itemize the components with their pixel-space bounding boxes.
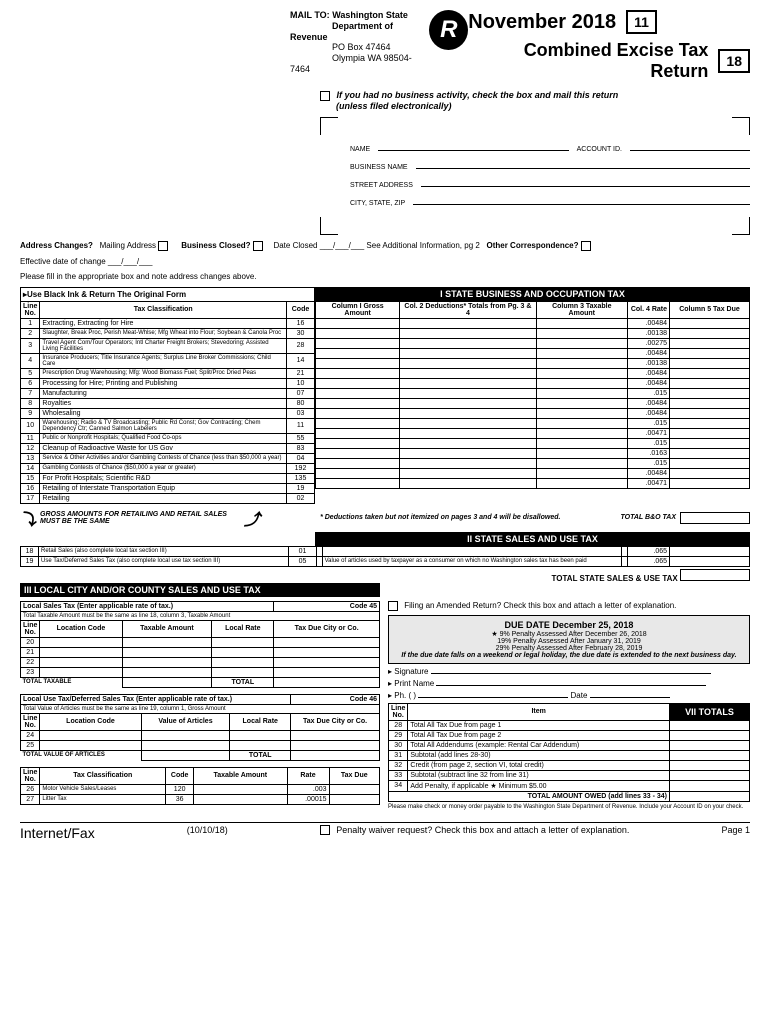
sig-label: ▸ Signature (388, 667, 428, 676)
address-block: NAME ACCOUNT ID. BUSINESS NAME STREET ADD… (350, 141, 750, 207)
form-title: Combined Excise Tax Return (468, 40, 708, 82)
acct-label: ACCOUNT ID. (577, 146, 622, 153)
su-total-label: TOTAL STATE SALES & USE TAX (552, 574, 678, 583)
motor-litter-table: Line No.Tax ClassificationCodeTaxable Am… (20, 767, 380, 805)
page-num: Page 1 (721, 825, 750, 841)
csz-input[interactable] (413, 195, 750, 205)
mail-dept1: Washington State (332, 10, 408, 20)
sig-input[interactable] (431, 673, 711, 674)
bo-total-label: TOTAL B&O TAX (621, 514, 676, 521)
title-block: November 2018 11 Combined Excise Tax Ret… (468, 10, 750, 82)
no-activity-note: If you had no business activity, check t… (320, 90, 750, 111)
sales-use-table: 18Retail Sales (also complete local tax … (20, 546, 750, 567)
other-checkbox[interactable] (581, 241, 591, 251)
name-label: NAME (350, 146, 370, 153)
mail-label: MAIL TO: (290, 10, 330, 20)
right-column: Filing an Amended Return? Check this box… (388, 601, 750, 810)
footer: Internet/Fax (10/10/18) Penalty waiver r… (20, 822, 750, 841)
street-label: STREET ADDRESS (350, 182, 413, 189)
date-input[interactable] (590, 697, 670, 698)
tax-class-table: Line No.Tax ClassificationCode 1Extracti… (20, 301, 315, 504)
acct-input[interactable] (630, 141, 750, 151)
total-owed-label: TOTAL AMOUNT OWED (add lines 33 - 34) (389, 791, 670, 801)
amend-checkbox[interactable] (388, 601, 398, 611)
csz-label: CITY, STATE, ZIP (350, 200, 405, 207)
period: November 2018 (468, 11, 616, 34)
sec1-hdr: I STATE BUSINESS AND OCCUPATION TAX (315, 287, 750, 301)
local-sales-table: Local Sales Tax (Enter applicable rate o… (20, 601, 380, 688)
fill-note: Please fill in the appropriate box and n… (20, 272, 257, 281)
pn-input[interactable] (436, 685, 706, 686)
local-use-table: Local Use Tax/Deferred Sales Tax (Enter … (20, 694, 380, 761)
mail-city: Olympia WA 98504-7464 (290, 53, 412, 74)
year-code: 18 (718, 49, 750, 73)
changes-row: Address Changes? Mailing Address Busines… (20, 241, 750, 251)
header: MAIL TO: Washington State Department of … (20, 10, 750, 82)
name-input[interactable] (378, 141, 568, 151)
section-1: ▸Use Black Ink & Return The Original For… (20, 287, 750, 504)
amend-label: Filing an Amended Return? Check this box… (404, 601, 676, 610)
amounts-table: Column I Gross AmountCol. 2 Deductions* … (315, 301, 750, 489)
mail-addr-checkbox[interactable] (158, 241, 168, 251)
retail-note: ⤵ GROSS AMOUNTS FOR RETAILING AND RETAIL… (20, 506, 750, 530)
month-code: 11 (626, 10, 657, 34)
waiver-label: Penalty waiver request? Check this box a… (336, 825, 629, 835)
su-total-input[interactable] (680, 569, 750, 581)
due-date-box: DUE DATE December 25, 2018 ★ 9% Penalty … (388, 615, 750, 664)
no-activity-checkbox[interactable] (320, 91, 330, 101)
left-column: Local Sales Tax (Enter applicable rate o… (20, 601, 380, 810)
totals-table: Line No.ItemVII TOTALS 28Total All Tax D… (388, 703, 750, 802)
ph-label: ▸ Ph. ( ) (388, 691, 416, 700)
sec3-hdr: III LOCAL CITY AND/OR COUNTY SALES AND U… (20, 583, 380, 597)
mail-po: PO Box 47464 (332, 42, 391, 52)
footer-left: Internet/Fax (20, 825, 95, 841)
closed-checkbox[interactable] (253, 241, 263, 251)
total-owed-input[interactable] (670, 791, 750, 801)
eff-date: Effective date of change ___/___/___ (20, 257, 152, 266)
logo-icon: R (429, 10, 468, 50)
bus-label: BUSINESS NAME (350, 164, 408, 171)
pn-label: ▸ Print Name (388, 679, 434, 688)
street-input[interactable] (421, 177, 750, 187)
bus-input[interactable] (416, 159, 750, 169)
sec2-hdr: II STATE SALES AND USE TAX (315, 532, 750, 546)
sec1-left-hdr: ▸Use Black Ink & Return The Original For… (20, 287, 315, 301)
mail-to: MAIL TO: Washington State Department of … (20, 10, 429, 75)
mail-dept2: Department of Revenue (290, 21, 393, 42)
ph-input[interactable] (418, 697, 568, 698)
footer-date: (10/10/18) (187, 825, 228, 841)
bo-total-input[interactable] (680, 512, 750, 524)
check-note: Please make check or money order payable… (388, 804, 750, 810)
waiver-checkbox[interactable] (320, 825, 330, 835)
